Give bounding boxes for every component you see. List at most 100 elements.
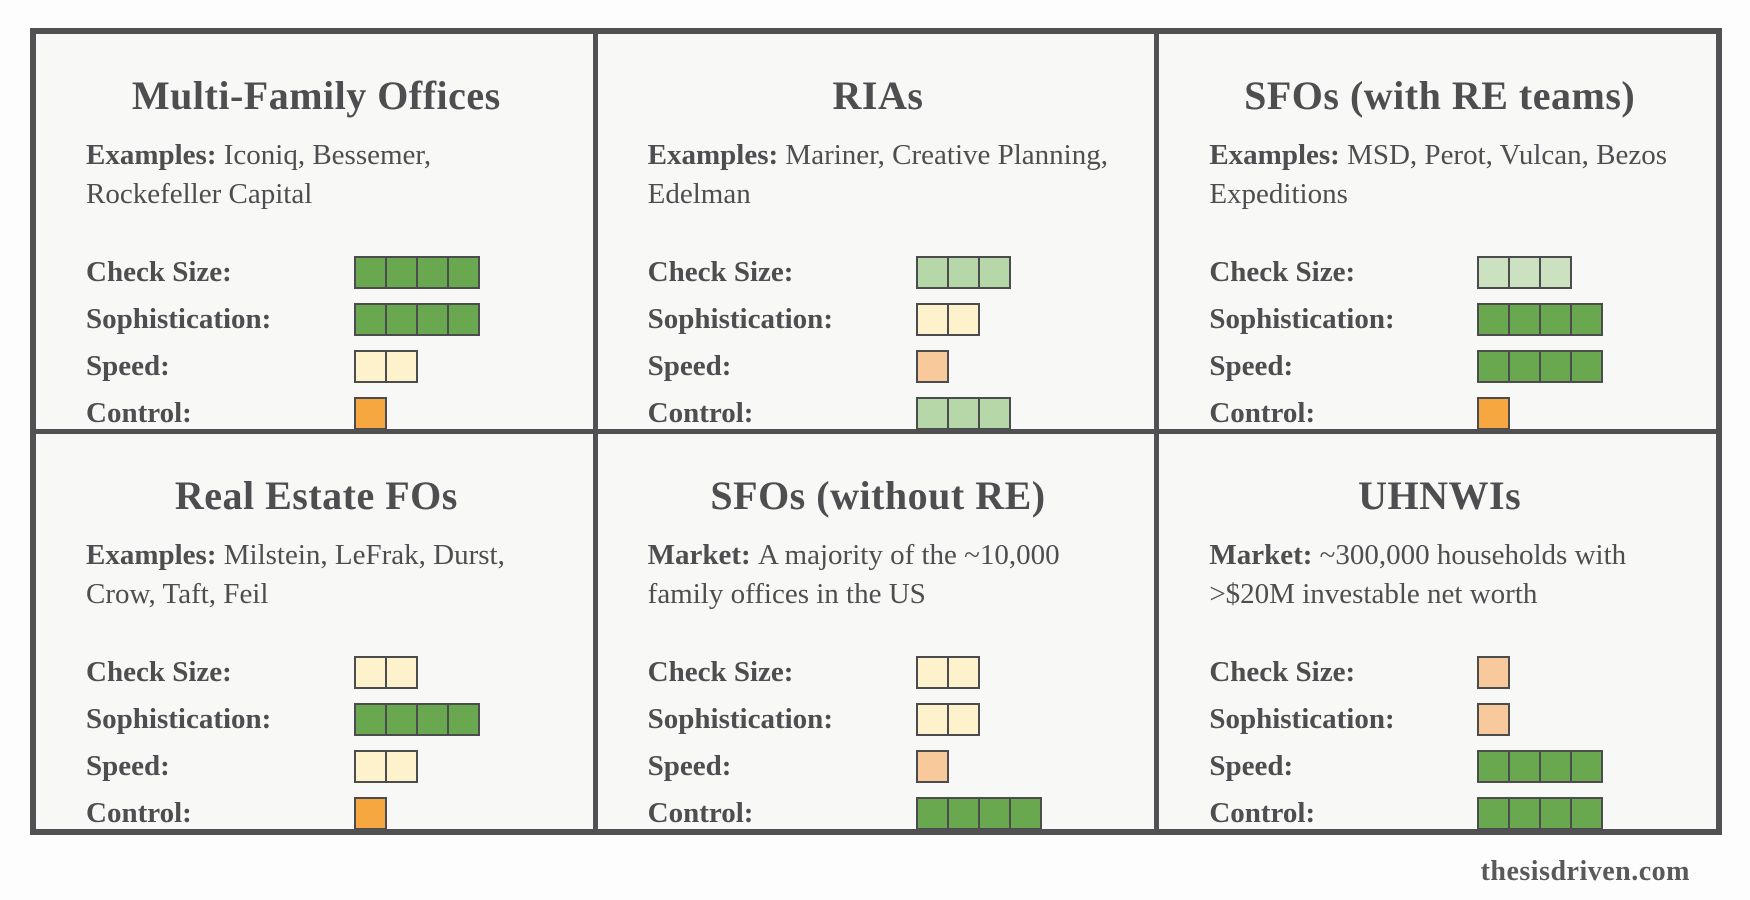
rating-bar-4-blocks (1477, 303, 1604, 336)
rating-label: Check Size: (647, 256, 794, 288)
rating-row: Sophistication: (86, 703, 547, 736)
rating-row: Speed: (1209, 750, 1670, 783)
rating-label: Check Size: (1209, 256, 1356, 288)
rating-list: Check Size: Sophistication: Speed: Contr… (648, 656, 1109, 829)
comparison-card: SFOs (with RE teams) Examples: MSD, Pero… (1159, 34, 1716, 429)
rating-label: Sophistication: (86, 703, 272, 735)
rating-bar-1-blocks (1477, 397, 1511, 429)
rating-block (1539, 256, 1573, 289)
rating-label: Sophistication: (647, 303, 833, 335)
rating-block (977, 797, 1011, 829)
rating-row: Control: (1209, 797, 1670, 829)
rating-block (385, 703, 418, 736)
rating-bar-2-blocks (354, 350, 418, 383)
rating-block (1570, 797, 1604, 829)
rating-block (946, 797, 980, 829)
rating-label: Control: (86, 797, 192, 829)
rating-block (1508, 303, 1542, 336)
rating-row: Check Size: (86, 656, 547, 689)
rating-block (1477, 256, 1511, 289)
rating-bar-1-blocks (915, 750, 949, 783)
rating-block (1570, 350, 1604, 383)
rating-list: Check Size: Sophistication: Speed: Contr… (1209, 656, 1670, 829)
description-text: Iconiq, Bessemer, Rockefeller Capital (86, 139, 432, 210)
card-description: Examples: Mariner, Creative Planning, Ed… (648, 136, 1109, 216)
rating-bar-3-blocks (1477, 256, 1573, 289)
rating-block (354, 397, 387, 429)
rating-block (385, 256, 418, 289)
rating-list: Check Size: Sophistication: Speed: Contr… (86, 256, 547, 429)
rating-row: Control: (1209, 397, 1670, 429)
rating-block (915, 703, 949, 736)
rating-block (354, 256, 387, 289)
rating-row: Sophistication: (1209, 703, 1670, 736)
rating-label: Control: (647, 797, 754, 829)
card-title: SFOs (with RE teams) (1244, 73, 1636, 118)
rating-label: Control: (1209, 397, 1316, 429)
rating-block (915, 397, 949, 429)
rating-row: Check Size: (1209, 256, 1670, 289)
description-label: Market: (1209, 539, 1320, 571)
rating-label: Sophistication: (1209, 303, 1395, 335)
card-title: UHNWIs (1358, 473, 1522, 518)
rating-bar-2-blocks (354, 656, 418, 689)
card-title: SFOs (without RE) (710, 473, 1046, 518)
rating-row: Check Size: (1209, 656, 1670, 689)
rating-label: Check Size: (1209, 656, 1356, 688)
rating-block (1477, 703, 1511, 736)
rating-label: Check Size: (86, 256, 232, 288)
rating-row: Control: (86, 397, 547, 429)
rating-block (354, 750, 387, 783)
rating-label: Control: (1209, 797, 1316, 829)
rating-block (354, 350, 387, 383)
rating-block (915, 350, 949, 383)
description-label: Market: (647, 539, 758, 571)
rating-bar-1-blocks (354, 397, 387, 429)
rating-label: Sophistication: (86, 303, 272, 335)
rating-block (946, 303, 980, 336)
rating-block (946, 397, 980, 429)
rating-block (977, 256, 1011, 289)
rating-block (416, 303, 449, 336)
rating-label: Sophistication: (1209, 703, 1395, 735)
rating-block (1570, 750, 1604, 783)
rating-block (354, 656, 387, 689)
rating-label: Sophistication: (647, 703, 833, 735)
card-description: Market: ~300,000 households with >$20M i… (1209, 536, 1670, 616)
rating-block (354, 303, 387, 336)
rating-block (385, 303, 418, 336)
rating-block (1539, 750, 1573, 783)
rating-list: Check Size: Sophistication: Speed: Contr… (1209, 256, 1670, 429)
description-text: Milstein, LeFrak, Durst, Crow, Taft, Fei… (86, 539, 505, 610)
description-text: A majority of the ~10,000 family offices… (647, 539, 1060, 610)
rating-row: Control: (648, 797, 1109, 829)
rating-row: Speed: (648, 350, 1109, 383)
rating-block (977, 397, 1011, 429)
rating-label: Speed: (647, 350, 732, 382)
rating-bar-4-blocks (1477, 750, 1604, 783)
rating-block (1477, 797, 1511, 829)
rating-label: Check Size: (647, 656, 794, 688)
rating-bar-1-blocks (1477, 656, 1511, 689)
card-description: Market: A majority of the ~10,000 family… (648, 536, 1109, 616)
description-label: Examples: (647, 139, 786, 171)
rating-block (447, 703, 480, 736)
rating-label: Speed: (1209, 750, 1294, 782)
rating-block (416, 256, 449, 289)
description-text: ~300,000 households with >$20M investabl… (1209, 539, 1627, 610)
rating-block (1508, 350, 1542, 383)
rating-label: Speed: (86, 350, 170, 382)
rating-bar-2-blocks (915, 656, 980, 689)
rating-bar-4-blocks (1477, 797, 1604, 829)
card-description: Examples: Iconiq, Bessemer, Rockefeller … (86, 136, 547, 216)
rating-block (354, 797, 387, 829)
rating-block (416, 703, 449, 736)
description-label: Examples: (1209, 139, 1348, 171)
rating-block (1477, 303, 1511, 336)
rating-row: Sophistication: (648, 703, 1109, 736)
rating-row: Sophistication: (86, 303, 547, 336)
rating-block (385, 656, 418, 689)
rating-block (385, 750, 418, 783)
rating-bar-4-blocks (354, 256, 480, 289)
rating-bar-3-blocks (915, 397, 1011, 429)
